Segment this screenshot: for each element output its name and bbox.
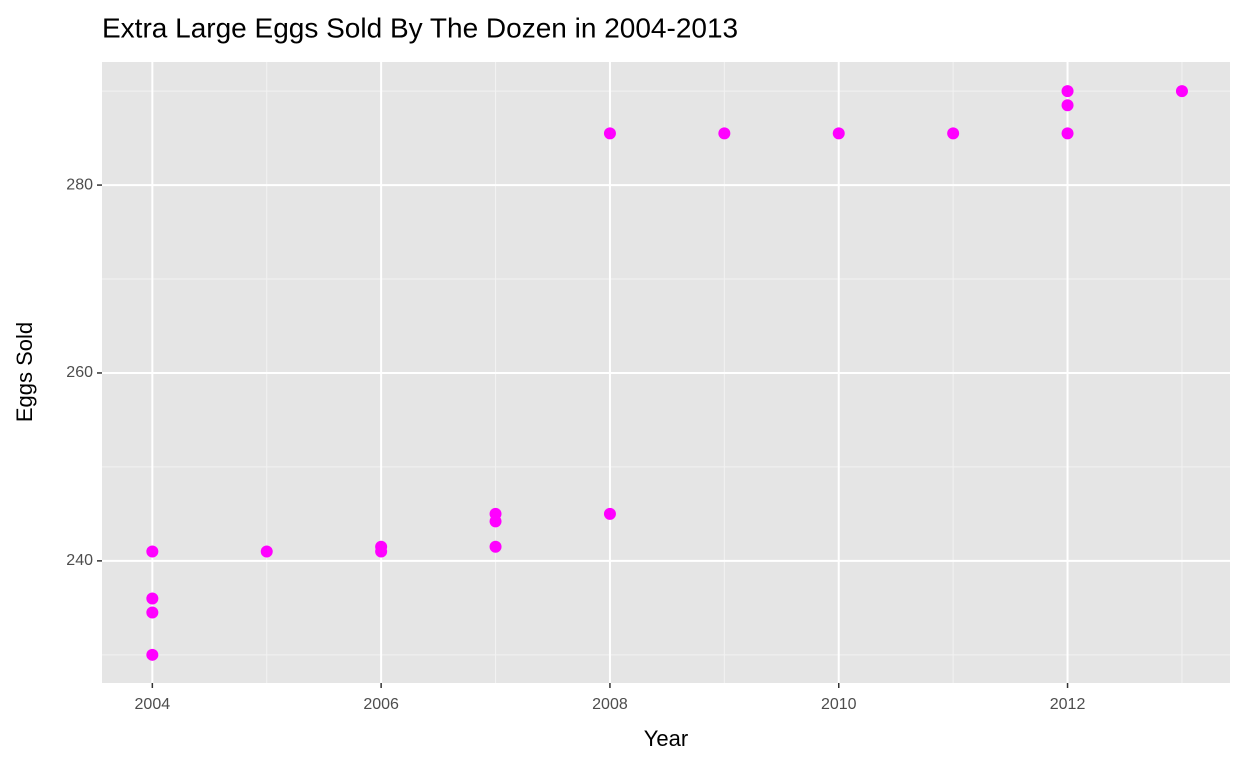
point	[1175, 85, 1188, 98]
point	[146, 592, 159, 605]
y-tick-label: 240	[66, 552, 93, 569]
point	[832, 127, 845, 140]
point	[146, 606, 159, 619]
point	[603, 127, 616, 140]
point	[489, 540, 502, 553]
point	[146, 545, 159, 558]
point	[489, 515, 502, 528]
point	[718, 127, 731, 140]
y-tick-label: 260	[66, 364, 93, 381]
x-axis-title: Year	[644, 726, 688, 751]
grid	[102, 62, 1230, 683]
point	[603, 507, 616, 520]
y-tick-label: 280	[66, 176, 93, 193]
x-tick-label: 2010	[821, 696, 857, 713]
point	[1061, 99, 1074, 112]
x-tick-label: 2006	[363, 696, 399, 713]
point	[1061, 127, 1074, 140]
chart-title: Extra Large Eggs Sold By The Dozen in 20…	[102, 12, 738, 43]
points	[146, 85, 1188, 661]
point	[260, 545, 273, 558]
x-tick-label: 2004	[135, 696, 171, 713]
y-axis-title: Eggs Sold	[12, 322, 37, 422]
point	[146, 648, 159, 661]
x-tick-label: 2012	[1050, 696, 1086, 713]
point	[947, 127, 960, 140]
point	[1061, 85, 1074, 98]
x-tick-label: 2008	[592, 696, 628, 713]
point	[375, 545, 388, 558]
